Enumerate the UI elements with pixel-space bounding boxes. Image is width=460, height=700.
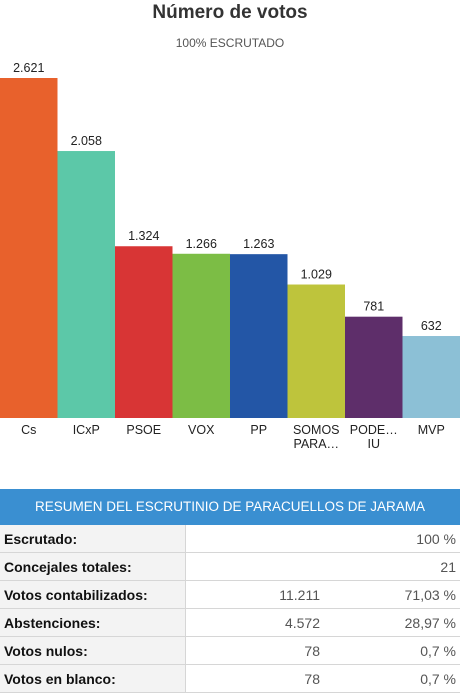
row-value: 11.211 xyxy=(185,580,324,609)
table-row: Abstenciones: 4.572 28,97 % xyxy=(0,608,460,637)
bar-chart: 2.621 Cs 2.058 ICxP 1.324 PSOE 1.266 VOX 1.263 PP… xyxy=(0,61,460,451)
category-label: PARA… xyxy=(293,437,339,451)
category-label: VOX xyxy=(188,423,215,437)
category-label: PSOE xyxy=(126,423,161,437)
bar-3 xyxy=(172,253,230,418)
category-label: IU xyxy=(368,437,381,451)
category-label: Cs xyxy=(21,423,36,437)
bar-0 xyxy=(0,78,58,418)
bar-4 xyxy=(230,254,288,418)
bar-6 xyxy=(345,316,403,418)
value-label: 2.058 xyxy=(71,134,102,148)
chart-subtitle: 100% ESCRUTADO xyxy=(175,36,285,50)
table-row: Escrutado: 100 % xyxy=(0,525,460,553)
bar-5 xyxy=(287,284,345,418)
value-label: 1.263 xyxy=(243,237,274,251)
category-label: SOMOS xyxy=(293,423,340,437)
bar-7 xyxy=(402,336,460,418)
row-percent: 71,03 % xyxy=(324,580,460,609)
row-label: Votos contabilizados: xyxy=(0,580,186,609)
summary-panel: RESUMEN DEL ESCRUTINIO DE PARACUELLOS DE… xyxy=(0,489,460,693)
value-label: 1.029 xyxy=(301,268,332,282)
row-label: Abstenciones: xyxy=(0,608,186,637)
category-label: ICxP xyxy=(73,423,100,437)
table-row: Votos nulos: 78 0,7 % xyxy=(0,636,460,665)
row-percent: 0,7 % xyxy=(324,664,460,693)
row-value: 78 xyxy=(185,636,324,665)
row-label: Concejales totales: xyxy=(0,552,186,581)
category-label: MVP xyxy=(418,423,445,437)
summary-table: Escrutado: 100 % Concejales totales: 21 … xyxy=(0,525,460,693)
row-percent: 0,7 % xyxy=(324,636,460,665)
bar-2 xyxy=(115,246,173,418)
row-percent: 100 % xyxy=(324,525,460,553)
chart-title: Número de votos xyxy=(152,2,308,23)
table-row: Concejales totales: 21 xyxy=(0,552,460,581)
value-label: 1.266 xyxy=(186,237,217,251)
value-label: 1.324 xyxy=(128,229,159,243)
value-label: 632 xyxy=(421,319,442,333)
row-label: Votos nulos: xyxy=(0,636,186,665)
category-label: PODE… xyxy=(350,423,398,437)
bar-1 xyxy=(57,151,115,418)
value-label: 2.621 xyxy=(13,61,44,75)
row-percent: 21 xyxy=(324,552,460,581)
row-value: 4.572 xyxy=(185,608,324,637)
row-label: Votos en blanco: xyxy=(0,664,186,693)
summary-header: RESUMEN DEL ESCRUTINIO DE PARACUELLOS DE… xyxy=(0,489,460,525)
row-value xyxy=(185,552,324,581)
table-row: Votos contabilizados: 11.211 71,03 % xyxy=(0,580,460,609)
row-label: Escrutado: xyxy=(0,525,186,553)
category-label: PP xyxy=(250,423,267,437)
value-label: 781 xyxy=(363,300,384,314)
row-value xyxy=(185,525,324,553)
table-row: Votos en blanco: 78 0,7 % xyxy=(0,664,460,693)
row-percent: 28,97 % xyxy=(324,608,460,637)
row-value: 78 xyxy=(185,664,324,693)
